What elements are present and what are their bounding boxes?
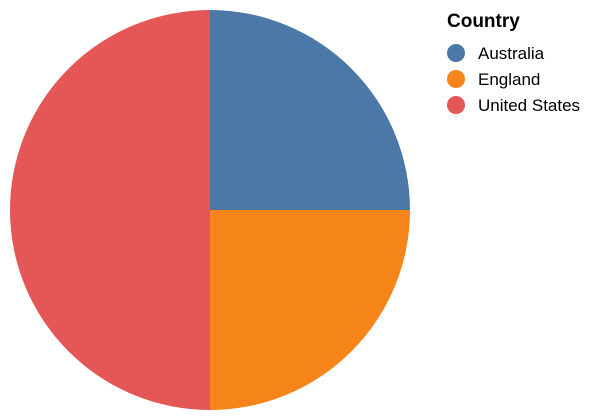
legend-label-australia: Australia xyxy=(478,44,545,63)
pie-slice-united-states xyxy=(10,10,210,410)
legend-title: Country xyxy=(447,11,520,32)
pie-slice-australia xyxy=(210,10,410,210)
legend-label-england: England xyxy=(478,70,540,89)
pie-slices xyxy=(10,10,410,410)
legend-symbol-england xyxy=(447,70,465,88)
legend-label-united-states: United States xyxy=(478,96,580,115)
legend-symbol-united-states xyxy=(447,96,465,114)
legend: Country Australia England United States xyxy=(447,11,580,115)
pie-slice-england xyxy=(210,210,410,410)
legend-symbol-australia xyxy=(447,44,465,62)
